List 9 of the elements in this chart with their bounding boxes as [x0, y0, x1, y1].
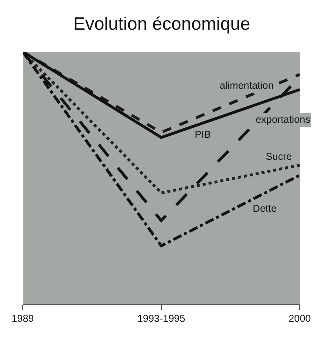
series-label: Dette: [253, 204, 278, 215]
x-tick-label: 1989: [12, 314, 35, 325]
x-tick-label: 2000: [288, 314, 312, 325]
series-label: PIB: [195, 130, 212, 141]
series-label: Sucre: [266, 152, 293, 163]
series-label: exportations: [256, 115, 310, 126]
series-label: alimentation: [220, 81, 274, 92]
x-tick-label: 1993-1995: [138, 314, 186, 325]
chart-title: Evolution économique: [73, 14, 251, 34]
